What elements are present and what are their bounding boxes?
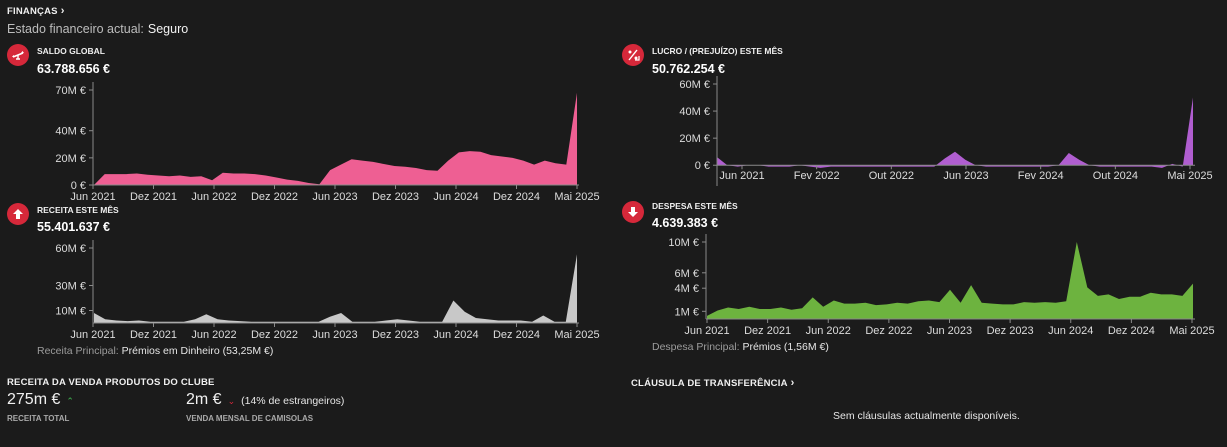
y-tick-label: 1M € (675, 306, 699, 318)
x-tick-label: Jun 2024 (433, 329, 478, 341)
y-tick-label: 10M € (668, 237, 699, 249)
despesa-chart: 10M € 6M € 4M € 1M € Jun 2021 Dez 2021 Jun 202… (668, 234, 1215, 337)
percent-down-icon (622, 44, 644, 66)
y-tick-label: 20M € (55, 153, 86, 165)
x-tick-label: Dez 2023 (372, 329, 419, 341)
despesa-principal-value: Prémios (1,56M €) (742, 341, 829, 353)
x-tick-label: Dez 2021 (130, 329, 177, 341)
x-tick-label: Fev 2022 (794, 170, 840, 182)
x-tick-label: Jun 2021 (684, 325, 729, 337)
x-tick-label: Jun 2022 (191, 329, 236, 341)
y-tick-label: 10M € (55, 306, 86, 318)
x-tick-label: Jun 2023 (943, 170, 988, 182)
x-tick-label: Mai 2025 (1169, 325, 1214, 337)
x-tick-label: Dez 2021 (130, 191, 177, 203)
area-series (707, 242, 1193, 319)
x-tick-label: Jun 2022 (806, 325, 851, 337)
receita-title: RECEITA ESTE MÊS (37, 205, 119, 215)
x-tick-label: Dez 2022 (251, 191, 298, 203)
y-tick-label: 20M € (679, 133, 710, 145)
arrow-down-icon (622, 201, 644, 223)
x-tick-label: Mai 2025 (554, 329, 599, 341)
saldo-chart: 70M € 40M € 20M € 0 €Jun 2021 Dez 2021 Jun 20… (55, 82, 600, 203)
x-tick-label: Jun 2023 (312, 191, 357, 203)
x-tick-label: Jun 2021 (719, 170, 764, 182)
x-tick-label: Jun 2022 (191, 191, 236, 203)
receita-chart: 60M € 30M € 10M € Jun 2021 Dez 2021 Jun 2022 D… (55, 240, 600, 341)
x-tick-label: Fev 2024 (1018, 170, 1064, 182)
finances-title: FINANÇAS (7, 6, 58, 17)
trend-down-icon: ⌄ (227, 396, 236, 406)
lucro-chart: 60M € 40M € 20M € 0 € Jun 2021 Fev 2022 Out 20… (679, 76, 1213, 186)
chevron-right-icon: › (790, 377, 795, 389)
y-tick-label: 4M € (675, 283, 699, 295)
x-tick-label: Mai 2025 (554, 191, 599, 203)
shirt-sales-value: 2m € (186, 391, 222, 408)
trend-up-icon: ⌃ (66, 396, 74, 406)
receita-principal: Receita Principal: Prémios em Dinheiro (… (37, 345, 273, 357)
y-tick-label: 60M € (55, 243, 86, 255)
x-tick-label: Jun 2021 (70, 329, 115, 341)
area-series (717, 97, 1193, 168)
balance-scale-icon (7, 44, 29, 66)
despesa-title: DESPESA ESTE MÊS (652, 201, 738, 211)
y-tick-label: 6M € (675, 268, 699, 280)
y-tick-label: 40M € (679, 106, 710, 118)
saldo-value: 63.788.656 € (37, 62, 110, 76)
status-label: Estado financeiro actual: (7, 22, 144, 36)
saldo-title: SALDO GLOBAL (37, 46, 105, 56)
x-tick-label: Dez 2024 (1108, 325, 1155, 337)
x-tick-label: Jun 2024 (1048, 325, 1093, 337)
financial-status: Estado financeiro actual: Seguro (7, 22, 188, 36)
receita-principal-value: Prémios em Dinheiro (53,25M €) (121, 345, 274, 357)
x-tick-label: Dez 2023 (372, 191, 419, 203)
shirt-sales-foreign-pct: (14% de estrangeiros) (241, 395, 345, 407)
y-tick-label: 40M € (55, 126, 86, 138)
x-tick-label: Jun 2021 (70, 191, 115, 203)
receita-principal-label: Receita Principal: (37, 345, 119, 357)
x-tick-label: Out 2022 (869, 170, 914, 182)
x-tick-label: Dez 2023 (987, 325, 1034, 337)
transfer-clause-empty: Sem cláusulas actualmente disponíveis. (833, 410, 1020, 422)
x-tick-label: Out 2024 (1093, 170, 1138, 182)
x-tick-label: Jun 2024 (433, 191, 478, 203)
x-tick-label: Jun 2023 (927, 325, 972, 337)
arrow-up-icon (7, 203, 29, 225)
y-tick-label: 0 € (695, 160, 710, 172)
x-tick-label: Dez 2021 (744, 325, 791, 337)
despesa-principal-label: Despesa Principal: (652, 341, 740, 353)
transfer-clause-title: CLÁUSULA DE TRANSFERÊNCIA (631, 378, 788, 389)
merch-total: 275m € ⌃ (7, 391, 74, 409)
area-series (94, 254, 577, 323)
lucro-title: LUCRO / (PREJUÍZO) ESTE MÊS (652, 46, 783, 56)
shirt-sales: 2m € ⌄ (14% de estrangeiros) (186, 391, 344, 409)
despesa-principal: Despesa Principal: Prémios (1,56M €) (652, 341, 829, 353)
y-tick-label: 30M € (55, 281, 86, 293)
x-tick-label: Jun 2023 (312, 329, 357, 341)
merch-total-value: 275m € (7, 391, 61, 408)
merch-title: RECEITA DA VENDA PRODUTOS DO CLUBE (7, 377, 215, 388)
x-tick-label: Dez 2024 (493, 191, 540, 203)
transfer-clause-link[interactable]: CLÁUSULA DE TRANSFERÊNCIA › (631, 377, 795, 389)
lucro-value: 50.762.254 € (652, 62, 725, 76)
chevron-right-icon: › (60, 5, 65, 17)
status-value: Seguro (147, 22, 189, 36)
y-tick-label: 60M € (679, 79, 710, 91)
x-tick-label: Dez 2024 (493, 329, 540, 341)
merch-total-label: RECEITA TOTAL (7, 414, 70, 423)
x-tick-label: Dez 2022 (865, 325, 912, 337)
area-series (94, 92, 577, 185)
shirt-sales-label: VENDA MENSAL DE CAMISOLAS (186, 414, 314, 423)
y-tick-label: 70M € (55, 85, 86, 97)
finances-header-link[interactable]: FINANÇAS › (7, 5, 65, 17)
despesa-value: 4.639.383 € (652, 216, 719, 230)
receita-value: 55.401.637 € (37, 220, 110, 234)
y-tick-label: 0 € (71, 180, 86, 192)
x-tick-label: Mai 2025 (1167, 170, 1212, 182)
x-tick-label: Dez 2022 (251, 329, 298, 341)
